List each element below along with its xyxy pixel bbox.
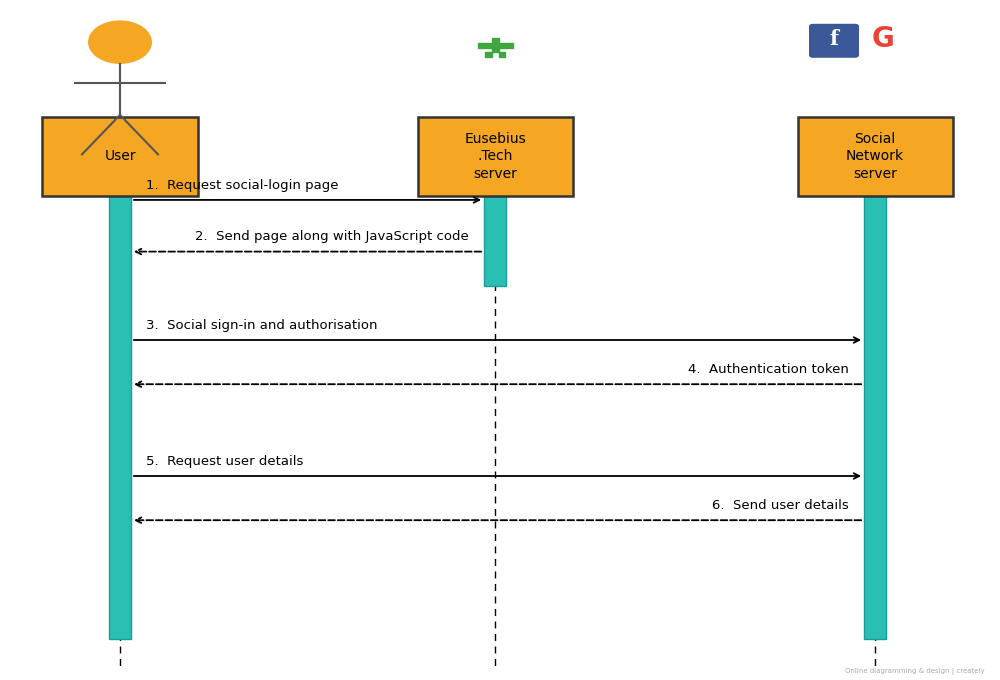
Bar xyxy=(864,180,886,639)
Text: 5.  Request user details: 5. Request user details xyxy=(146,455,303,468)
Text: f: f xyxy=(830,29,838,50)
Text: Social
Network
server: Social Network server xyxy=(846,131,904,182)
Text: 2.  Send page along with JavaScript code: 2. Send page along with JavaScript code xyxy=(195,231,469,243)
Bar xyxy=(505,43,512,48)
Bar xyxy=(42,117,198,196)
Bar xyxy=(109,180,131,639)
Bar xyxy=(798,117,952,196)
Text: 1.  Request social-login page: 1. Request social-login page xyxy=(146,179,338,192)
Text: Eusebius
.Tech
server: Eusebius .Tech server xyxy=(464,131,526,182)
Bar xyxy=(492,43,498,48)
Bar xyxy=(484,180,506,286)
Circle shape xyxy=(88,20,152,64)
Bar xyxy=(418,117,572,196)
Bar xyxy=(484,43,492,48)
Text: 3.  Social sign-in and authorisation: 3. Social sign-in and authorisation xyxy=(146,319,378,332)
Bar xyxy=(498,43,505,48)
Bar xyxy=(492,38,498,43)
Bar xyxy=(498,52,505,57)
Bar xyxy=(492,48,498,52)
Text: 4.  Authentication token: 4. Authentication token xyxy=(688,363,849,376)
FancyBboxPatch shape xyxy=(809,24,859,58)
Text: User: User xyxy=(104,150,136,163)
Text: G: G xyxy=(872,25,894,54)
Text: Online diagramming & design | creately: Online diagramming & design | creately xyxy=(845,668,985,675)
Bar xyxy=(484,52,492,57)
Text: 6.  Send user details: 6. Send user details xyxy=(712,499,849,512)
Bar xyxy=(478,43,484,48)
